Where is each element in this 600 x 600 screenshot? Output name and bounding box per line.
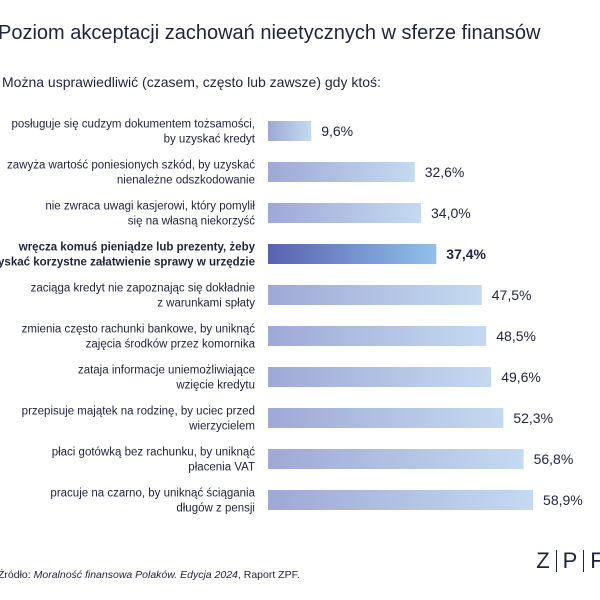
bar bbox=[268, 490, 534, 510]
bar bbox=[268, 326, 487, 346]
bar bbox=[268, 367, 492, 387]
category-label: zajęcia środków przez komornika bbox=[86, 339, 256, 351]
source-prefix: Źródło: bbox=[0, 569, 34, 581]
source-note: Źródło: Moralność finansowa Polaków. Edy… bbox=[0, 569, 300, 581]
bar bbox=[268, 203, 421, 223]
logo-letter-f: F bbox=[590, 548, 600, 573]
category-label: z warunkami spłaty bbox=[157, 298, 255, 310]
category-label: uzyskać korzystne załatwienie sprawy w u… bbox=[0, 257, 255, 269]
category-label: się na własną niekorzyść bbox=[128, 216, 255, 228]
value-label: 9,6% bbox=[321, 123, 353, 139]
category-label: wzięcie kredytu bbox=[175, 380, 255, 392]
source-title: Moralność finansowa Polaków. Edycja 2024 bbox=[33, 569, 238, 581]
chart-title: Poziom akceptacji zachowań nieetycznych … bbox=[0, 22, 541, 44]
category-label: przepisuje majątek na rodzinę, by uciec … bbox=[22, 406, 255, 418]
value-label: 32,6% bbox=[425, 164, 465, 180]
value-label: 52,3% bbox=[513, 410, 553, 426]
category-label: nienależne odszkodowanie bbox=[117, 175, 255, 187]
category-label: wręcza komuś pieniądze lub prezenty, żeb… bbox=[18, 242, 256, 254]
bar-highlighted bbox=[268, 244, 437, 264]
category-label: płaci gotówką bez rachunku, by uniknąć bbox=[52, 447, 256, 459]
value-label: 58,9% bbox=[543, 492, 583, 508]
category-label: zaciąga kredyt nie zapoznając się dokład… bbox=[31, 283, 255, 295]
value-label: 49,6% bbox=[501, 369, 541, 385]
value-label: 56,8% bbox=[534, 451, 574, 467]
value-label: 47,5% bbox=[492, 287, 532, 303]
bar bbox=[268, 285, 482, 305]
logo-divider bbox=[583, 550, 584, 572]
category-label: zmienia często rachunki bankowe, by unik… bbox=[22, 324, 256, 336]
value-label: 37,4% bbox=[446, 246, 486, 262]
source-suffix: , Raport ZPF. bbox=[237, 569, 300, 581]
bar bbox=[268, 121, 312, 141]
category-label: pracuje na czarno, by uniknąć ściągania bbox=[50, 488, 255, 500]
category-label: posługuje się cudzym dokumentem tożsamoś… bbox=[11, 119, 255, 131]
chart-subtitle: Można usprawiedliwić (czasem, często lub… bbox=[2, 74, 381, 90]
category-label: zawyża wartość poniesionych szkód, by uz… bbox=[7, 160, 255, 172]
category-label: wierzycielem bbox=[188, 421, 255, 433]
bar bbox=[268, 408, 504, 428]
logo-divider bbox=[556, 550, 557, 572]
category-label: by uzyskać kredyt bbox=[164, 134, 256, 146]
category-label: zataja informacje uniemożliwiające bbox=[78, 365, 255, 377]
category-label: nie zwraca uwagi kasjerowi, który pomyli… bbox=[45, 201, 255, 213]
zpf-logo: Z P F bbox=[532, 548, 600, 574]
value-label: 48,5% bbox=[496, 328, 536, 344]
logo-letter-p: P bbox=[562, 548, 578, 573]
logo-letter-z: Z bbox=[536, 548, 550, 573]
value-label: 34,0% bbox=[431, 205, 471, 221]
category-label: długów z pensji bbox=[176, 503, 255, 515]
bar bbox=[268, 449, 524, 469]
bar bbox=[268, 162, 415, 182]
category-label: płacenia VAT bbox=[188, 462, 255, 474]
